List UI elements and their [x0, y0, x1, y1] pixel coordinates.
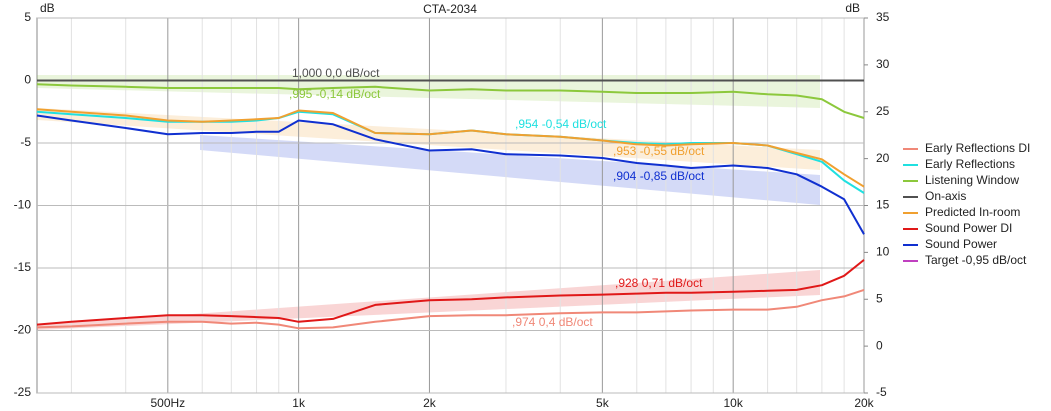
trend-band — [200, 135, 820, 205]
legend-label: Sound Power — [925, 237, 997, 251]
y2-axis-label: dB — [845, 1, 860, 15]
annotation: ,904 -0,85 dB/oct — [613, 169, 705, 183]
y2-tick-label: 25 — [876, 104, 890, 118]
annotation: 1,000 0,0 dB/oct — [292, 66, 380, 80]
x-tick-label: 1k — [292, 396, 306, 410]
annotation: ,974 0,4 dB/oct — [512, 315, 593, 329]
legend-label: Target -0,95 dB/oct — [925, 253, 1027, 267]
trend-band — [37, 108, 820, 170]
legend-label: Predicted In-room — [925, 205, 1020, 219]
x-tick-label: 10k — [724, 396, 744, 410]
chart-title: CTA-2034 — [423, 2, 477, 16]
series-line — [36, 108, 865, 188]
series-line — [36, 288, 865, 330]
y-tick-label: 5 — [24, 10, 31, 24]
y2-tick-label: 35 — [876, 10, 890, 24]
series-line — [36, 83, 865, 119]
x-tick-label: 500Hz — [150, 396, 185, 410]
legend-label: Early Reflections DI — [925, 141, 1030, 155]
y2-tick-label: 20 — [876, 151, 890, 165]
legend-label: Sound Power DI — [925, 221, 1012, 235]
x-tick-label: 5k — [596, 396, 610, 410]
y-tick-label: -20 — [14, 323, 32, 337]
y-tick-label: -5 — [20, 135, 31, 149]
y2-tick-label: 15 — [876, 198, 890, 212]
legend-label: On-axis — [925, 189, 966, 203]
legend-label: Listening Window — [925, 173, 1019, 187]
y2-tick-label: 5 — [876, 291, 883, 305]
y2-tick-label: -5 — [876, 385, 887, 399]
annotation: ,995 -0,14 dB/oct — [289, 87, 381, 101]
annotation: ,928 0,71 dB/oct — [615, 276, 703, 290]
series-line — [36, 114, 865, 235]
x-tick-label: 20k — [854, 396, 874, 410]
y-axis-label: dB — [40, 1, 55, 15]
legend-label: Early Reflections — [925, 157, 1015, 171]
y2-tick-label: 10 — [876, 245, 890, 259]
annotation: ,953 -0,55 dB/oct — [613, 144, 705, 158]
y2-tick-label: 0 — [876, 338, 883, 352]
series-line — [36, 259, 865, 326]
y-tick-label: 0 — [24, 73, 31, 87]
trend-band — [37, 75, 820, 108]
annotation: ,954 -0,54 dB/oct — [515, 117, 607, 131]
x-tick-label: 2k — [423, 396, 437, 410]
y-tick-label: -25 — [14, 385, 32, 399]
y-tick-label: -10 — [14, 198, 32, 212]
y-tick-label: -15 — [14, 260, 32, 274]
y2-tick-label: 30 — [876, 57, 890, 71]
